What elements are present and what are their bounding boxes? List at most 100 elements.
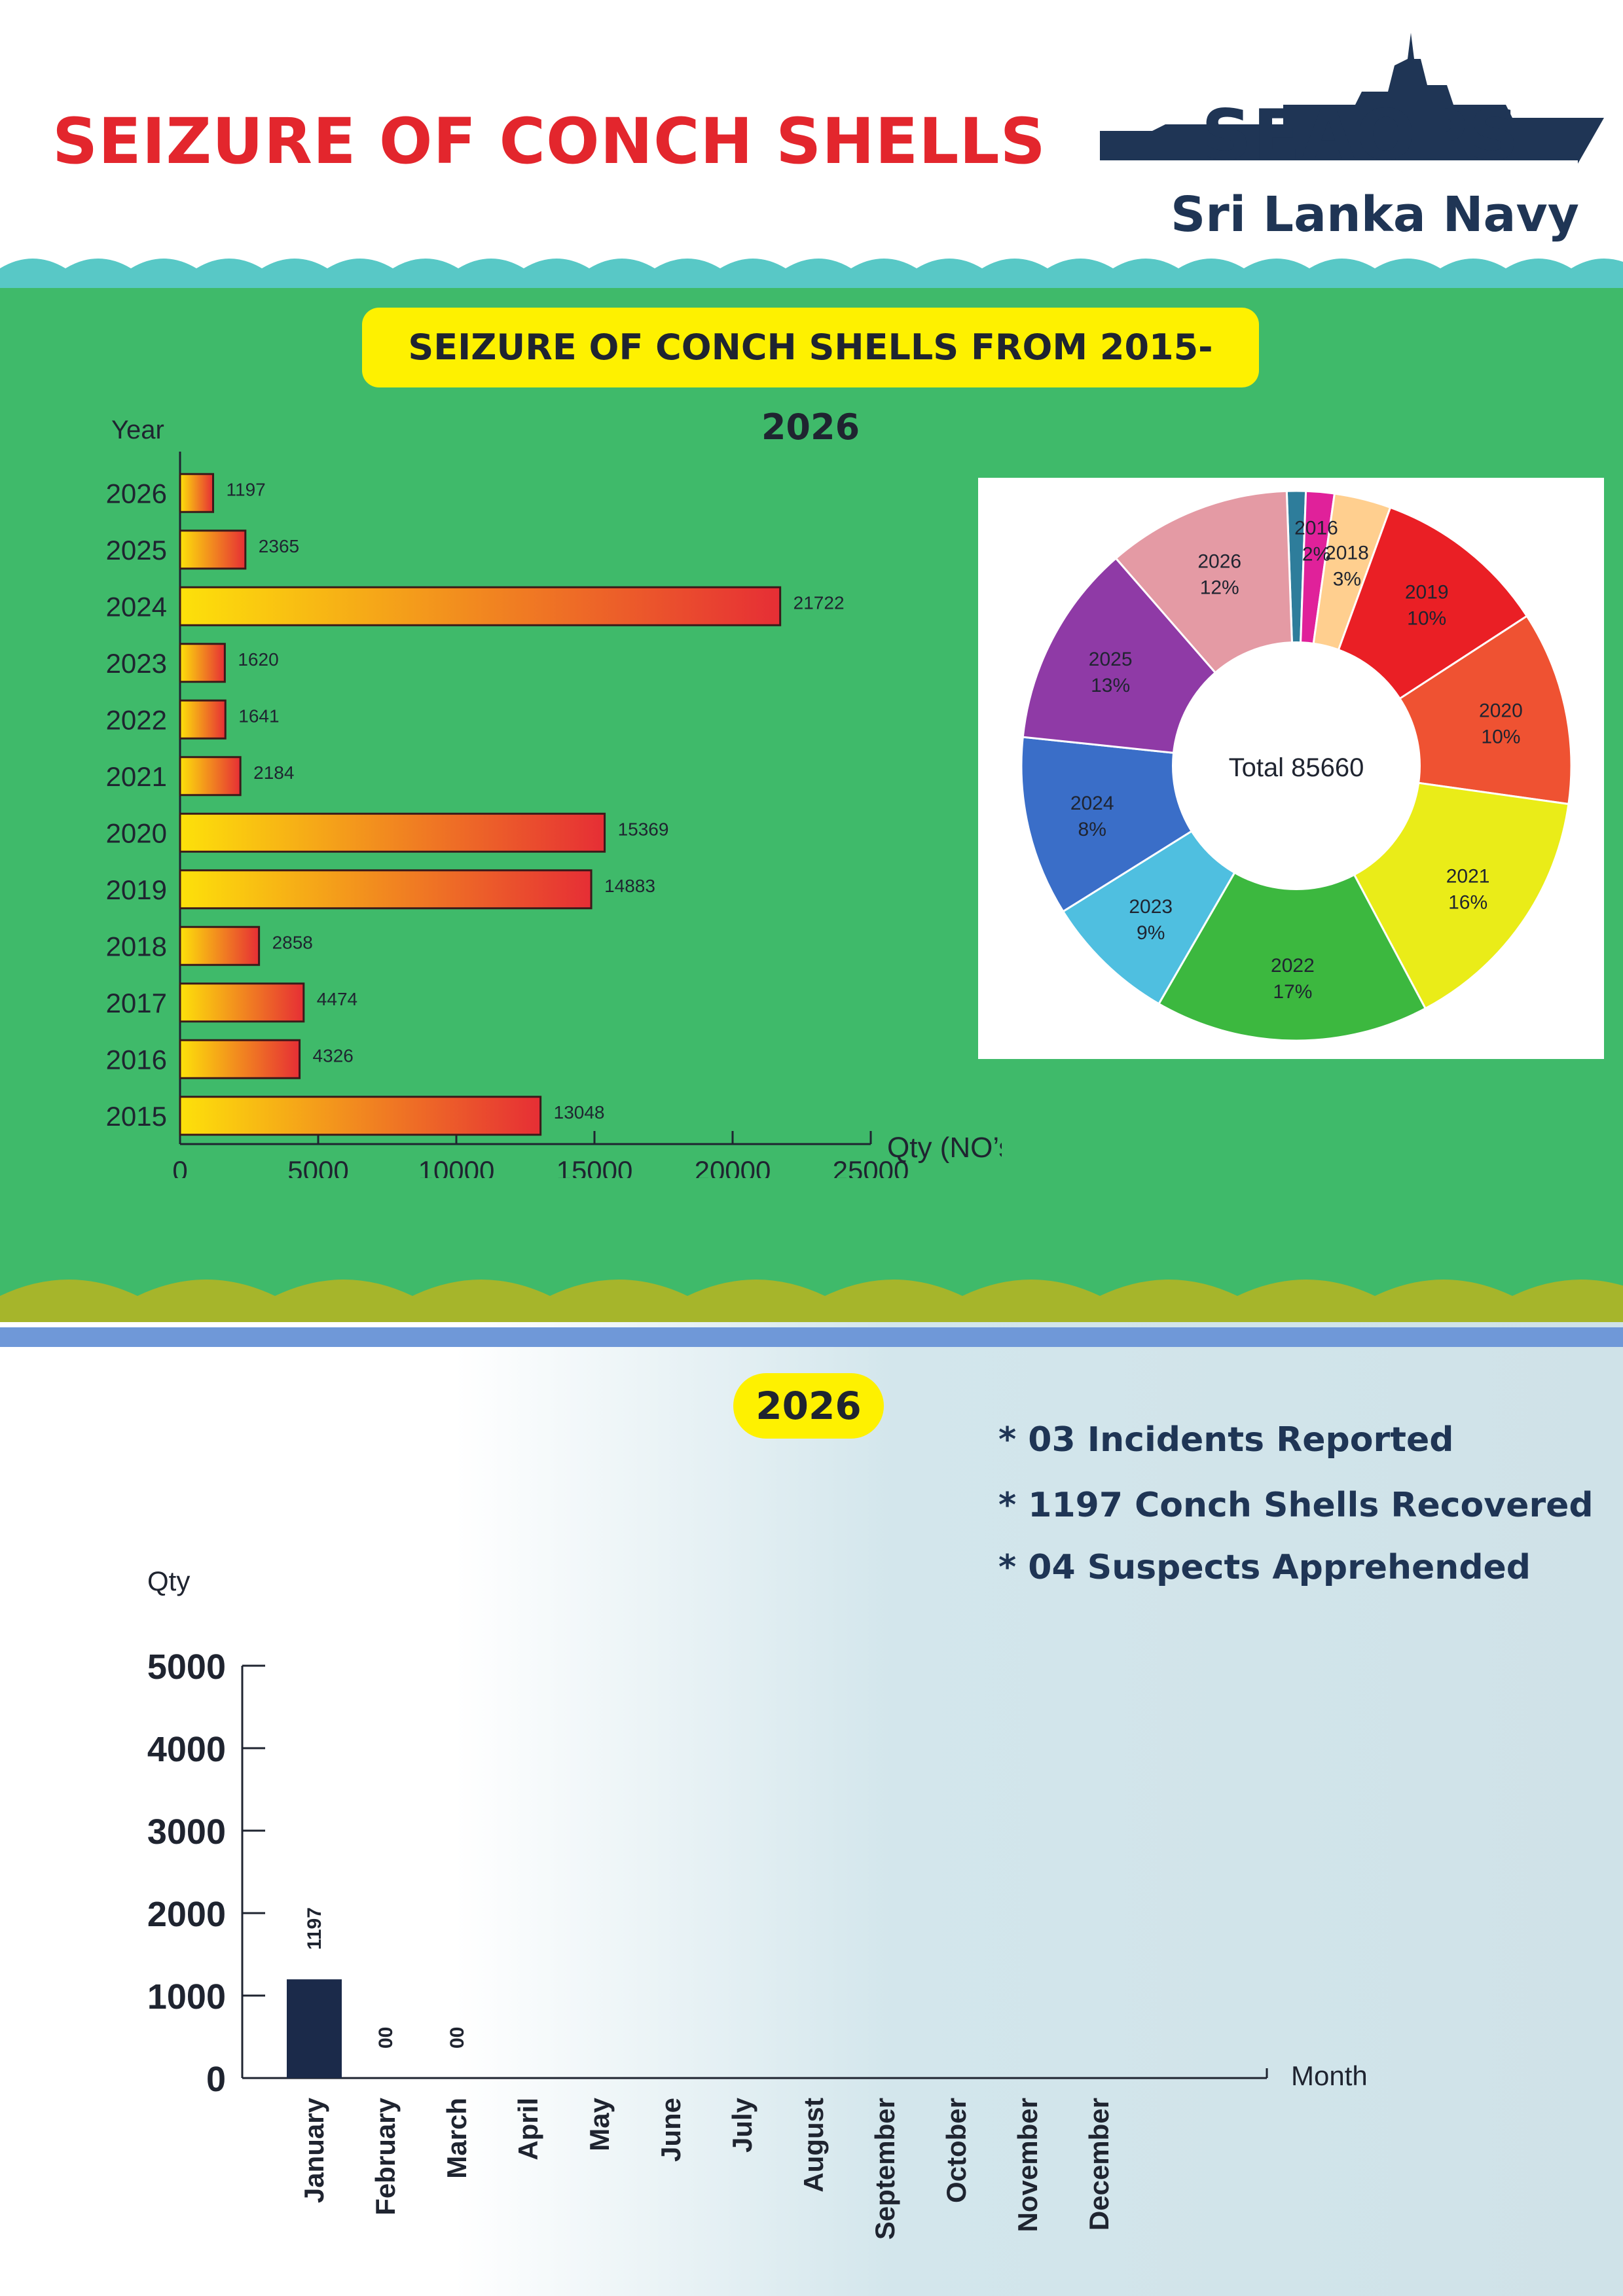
bar-2020 [179,812,606,853]
x-tick-label-5000: 5000 [287,1155,348,1178]
bar-2022 [179,699,227,740]
category-label-2019: 2019 [106,874,167,905]
month-label-May: May [584,2097,615,2151]
bar-2023 [179,643,226,683]
donut-chart: Total 85660 2016 2%2018 3% 2019 10% 2020 10% 20… [1020,490,1573,1042]
slice-percent-2018: 3% [1333,569,1361,590]
bar-2021 [179,756,242,797]
month-label-September: September [869,2098,900,2240]
month-label-January: January [299,2097,329,2203]
slice-year-2018: 2018 [1325,543,1369,564]
slice-year-2019: 2019 [1405,582,1449,603]
ship-icon [1100,33,1604,166]
x-tick-label-20000: 20000 [695,1155,771,1178]
data-label-2015: 13048 [554,1102,605,1122]
bar-2015 [179,1096,542,1136]
monthly-bar-chart: Qty Month 0 1000 2000 3000 4000 5000 1197 Janua… [147,1566,1368,2240]
month-label-April: April [513,2098,543,2161]
category-label-2022: 2022 [106,704,167,735]
monthly-y-tick-2000: 2000 [147,1895,226,1934]
stat-incidents: * 03 Incidents Reported [998,1420,1454,1460]
divider-bar [0,1327,1623,1347]
slice-year-2016: 2016 [1294,517,1338,539]
slice-percent-2023: 9% [1137,922,1165,944]
slice-year-2022: 2022 [1271,955,1315,977]
bar-2026 [179,473,215,513]
category-label-2026: 2026 [106,478,167,509]
wave-bottom [0,1280,1623,1322]
month-label-June: June [655,2098,686,2162]
monthly-bar-January [287,1979,342,2078]
seaops-logo: SEAOPS Sri Lanka Navy [1087,33,1604,249]
category-label-2015: 2015 [106,1101,167,1132]
data-label-2019: 14883 [604,876,655,896]
x-axis-label: Qty (NO’s) [887,1132,1002,1164]
data-label-2016: 4326 [313,1045,354,1066]
donut-center-label: Total 85660 [1229,753,1364,782]
month-label-August: August [798,2098,829,2193]
slice-year-2021: 2021 [1446,866,1490,888]
year-badge: 2026 [733,1373,884,1439]
category-label-2021: 2021 [106,761,167,792]
category-label-2024: 2024 [106,591,167,622]
data-label-2023: 1620 [238,649,278,670]
data-label-2018: 2858 [272,932,313,952]
month-label-December: December [1084,2098,1114,2231]
month-label-November: November [1012,2098,1043,2232]
month-label-July: July [727,2097,757,2153]
monthly-data-label-February: 00 [375,2027,397,2049]
bar-2019 [179,869,593,910]
x-tick-label-15000: 15000 [556,1155,633,1178]
month-label-March: March [441,2098,472,2179]
slice-percent-2020: 10% [1481,726,1520,748]
data-label-2025: 2365 [259,536,299,556]
slice-2022 [1157,763,1427,1042]
slice-percent-2016: 2% [1302,543,1330,565]
data-label-2021: 2184 [253,762,294,783]
monthly-y-tick-4000: 4000 [147,1730,226,1769]
category-label-2016: 2016 [106,1044,167,1075]
monthly-y-axis-label: Qty [147,1566,190,1596]
monthly-y-tick-1000: 1000 [147,1977,226,2017]
data-label-2017: 4474 [317,989,357,1009]
slice-year-2020: 2020 [1479,700,1523,722]
category-label-2017: 2017 [106,988,167,1018]
slice-year-2024: 2024 [1070,793,1114,814]
stat-suspects: * 04 Suspects Apprehended [998,1548,1531,1587]
page-title: SEIZURE OF CONCH SHELLS [52,105,1046,178]
x-tick-label-0: 0 [172,1155,187,1178]
slice-percent-2022: 17% [1273,981,1312,1003]
bar-2016 [179,1039,301,1079]
monthly-section [0,1322,1623,2296]
monthly-y-tick-0: 0 [206,2060,226,2099]
data-label-2022: 1641 [238,706,279,726]
slice-year-2025: 2025 [1089,649,1133,670]
monthly-x-axis-label: Month [1291,2060,1368,2091]
org-name: Sri Lanka Navy [1171,187,1579,243]
annual-bar-chart: Year Qty (NO’s) 2026 1197 2025 2365 2024 2172… [106,416,1002,1178]
category-label-2020: 2020 [106,817,167,848]
monthly-y-tick-5000: 5000 [147,1647,226,1687]
wave-top [0,249,1623,288]
data-label-2020: 15369 [618,819,669,839]
monthly-y-tick-3000: 3000 [147,1812,226,1852]
bar-2018 [179,925,261,966]
pie-chart-box: Total 85660 2016 2% 2018 3% 2019 10% 2020 10% 20… [978,478,1604,1059]
logo-text: SEAOPS [1201,95,1520,175]
monthly-data-label-January: 1197 [304,1907,325,1950]
category-label-2025: 2025 [106,535,167,565]
month-label-February: February [370,2097,401,2215]
data-label-2026: 1197 [227,479,266,499]
data-label-2024: 21722 [793,592,845,613]
slice-year-2026: 2026 [1197,550,1241,572]
x-tick-label-10000: 10000 [418,1155,495,1178]
y-axis-label: Year [111,416,164,444]
x-tick-label-25000: 25000 [833,1155,909,1178]
chart-subtitle: SEIZURE OF CONCH SHELLS FROM 2015-2026 [362,308,1259,448]
slice-percent-2021: 16% [1448,892,1487,914]
month-label-October: October [941,2098,972,2203]
bar-2024 [179,586,782,626]
stat-shells: * 1197 Conch Shells Recovered [998,1486,1594,1525]
category-label-2023: 2023 [106,648,167,679]
category-label-2018: 2018 [106,931,167,961]
